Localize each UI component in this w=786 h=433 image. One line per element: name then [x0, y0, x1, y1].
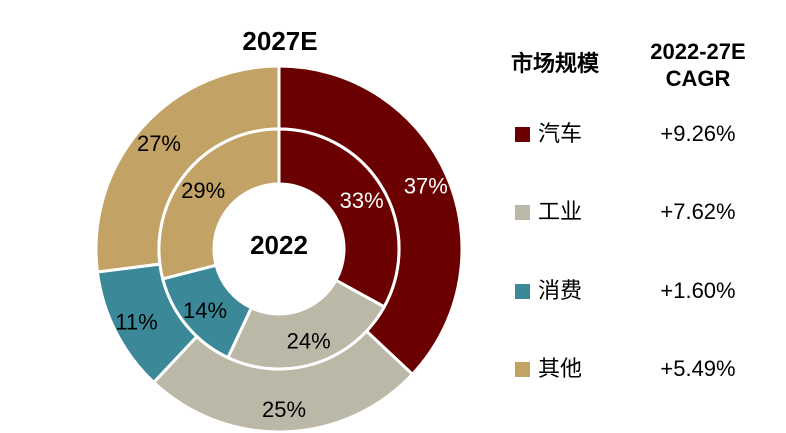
legend-row-consumer: 消费 +1.60%	[0, 276, 786, 306]
outer-slice-value-label: 27%	[137, 131, 181, 156]
legend-row-industrial: 工业 +7.62%	[0, 197, 786, 227]
legend-category: 汽车	[538, 121, 583, 146]
outer-slice-value-label: 37%	[404, 173, 448, 198]
legend-category: 其他	[538, 356, 583, 381]
inner-slice-1	[225, 278, 387, 371]
outer-slice-value-label: 11%	[115, 310, 157, 335]
outer-ring-label: 2027E	[242, 26, 318, 56]
inner-slice-3	[157, 127, 281, 281]
legend-cagr-value: +9.26%	[660, 121, 736, 146]
legend-row-auto: 汽车 +9.26%	[0, 119, 786, 149]
inner-slice-value-label: 14%	[183, 298, 227, 323]
outer-slice-value-label: 25%	[262, 397, 306, 422]
inner-slice-0	[277, 127, 401, 309]
outer-ring-2027e	[94, 64, 464, 433]
legend-cagr-value: +5.49%	[660, 356, 736, 381]
inner-ring-2022	[157, 127, 401, 371]
legend-category: 消费	[538, 278, 583, 303]
inner-slice-value-label: 24%	[287, 328, 331, 353]
legend-swatch	[515, 284, 530, 299]
legend-category: 工业	[538, 199, 583, 224]
legend-swatch	[515, 127, 530, 142]
inner-slice-value-label: 29%	[181, 178, 225, 203]
legend-cagr-value: +7.62%	[660, 199, 736, 224]
inner-ring-label: 2022	[250, 230, 308, 260]
legend-swatch	[515, 362, 530, 377]
legend-row-other: 其他 +5.49%	[0, 354, 786, 384]
legend-header-market-size: 市场规模	[510, 51, 599, 76]
inner-slice-value-label: 33%	[340, 188, 384, 213]
legend-cagr-value: +1.60%	[660, 278, 736, 303]
ring-value-labels: 37% 25% 11% 27% 33% 24% 14% 29%	[115, 131, 448, 422]
legend-swatch	[515, 205, 530, 220]
legend-header-cagr: 2022-27E CAGR	[650, 39, 746, 91]
